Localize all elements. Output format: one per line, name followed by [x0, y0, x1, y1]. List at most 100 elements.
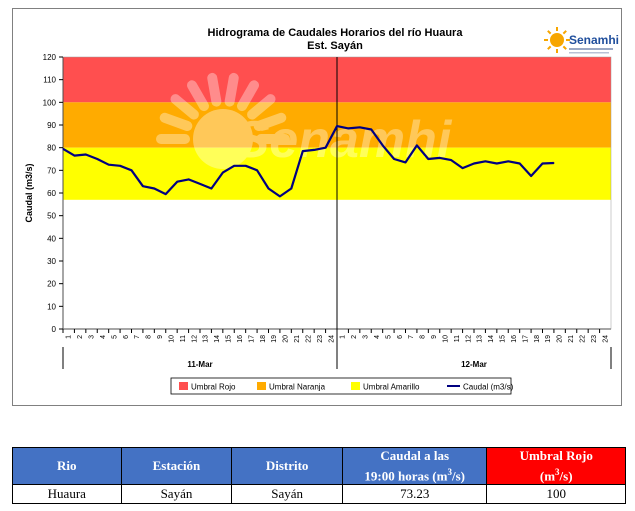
x-tick-label: 20: [283, 335, 290, 343]
y-tick-label: 40: [47, 234, 56, 243]
x-tick-label: 18: [260, 335, 267, 343]
x-tick-label: 15: [500, 335, 507, 343]
x-tick-label: 18: [534, 335, 541, 343]
logo-text: Senamhi: [569, 33, 619, 47]
x-tick-label: 7: [408, 335, 415, 339]
series-point: [313, 149, 315, 151]
watermark-ray: [170, 94, 199, 120]
x-tick-label: 8: [420, 335, 427, 339]
day-label: 12-Mar: [461, 360, 487, 369]
series-point: [496, 162, 498, 165]
senamhi-watermark: Senamhi: [156, 72, 453, 169]
legend-swatch-2: [351, 382, 360, 390]
x-tick-label: 1: [340, 335, 347, 339]
series-point: [233, 165, 235, 167]
chart-subtitle: Est. Sayán: [307, 40, 363, 52]
series-point: [165, 193, 167, 195]
x-tick-label: 3: [89, 335, 96, 339]
watermark-ray: [247, 94, 276, 120]
x-tick-label: 7: [134, 335, 141, 339]
y-tick-label: 70: [47, 166, 56, 175]
series-point: [519, 162, 521, 165]
series-point: [62, 148, 64, 150]
watermark-sun-icon: [193, 109, 253, 169]
series-point: [199, 183, 201, 185]
series-point: [108, 164, 110, 166]
series-point: [347, 127, 349, 129]
legend-label-2: Umbral Amarillo: [363, 383, 420, 392]
series-point: [484, 160, 486, 162]
header-caudal-line1: Caudal a las: [380, 448, 450, 463]
cell-distrito: Sayán: [231, 484, 343, 505]
x-tick-label: 24: [602, 335, 609, 343]
series-point: [130, 169, 133, 171]
x-tick-label: 6: [397, 335, 404, 339]
y-tick-label: 0: [52, 325, 57, 334]
x-tick-label: 13: [203, 335, 210, 343]
logo-sun-icon: [550, 33, 564, 47]
legend-label-3: Caudal (m3/s): [463, 383, 514, 392]
x-tick-label: 3: [363, 335, 370, 339]
series-point: [336, 125, 338, 127]
x-tick-label: 24: [328, 335, 335, 343]
series-point: [370, 128, 372, 131]
table-row: Huaura Sayán Sayán 73.23 100: [12, 484, 626, 505]
series-point: [210, 187, 212, 190]
y-tick-label: 80: [47, 144, 56, 153]
series-point: [427, 158, 429, 160]
x-tick-label: 8: [146, 335, 153, 339]
senamhi-logo: Senamhi: [544, 27, 619, 54]
x-tick-label: 10: [442, 335, 449, 343]
series-point: [530, 175, 532, 177]
watermark-text: Senamhi: [235, 111, 453, 169]
watermark-ray: [253, 112, 287, 132]
header-umbral-rojo: Umbral Rojo (m3/s): [486, 446, 626, 486]
logo-sun-ray: [562, 30, 567, 35]
day-label: 11-Mar: [187, 360, 212, 369]
x-tick-label: 5: [385, 335, 392, 339]
hydrograph-chart: Hidrograma de Caudales Horarios del río …: [24, 27, 619, 395]
logo-tagline-bar: [569, 48, 613, 50]
x-tick-label: 2: [77, 335, 84, 339]
series-point: [85, 153, 87, 156]
y-tick-label: 100: [43, 98, 57, 107]
x-tick-label: 21: [294, 335, 301, 343]
legend-label-1: Umbral Naranja: [269, 383, 326, 392]
watermark-ray: [237, 80, 259, 112]
y-tick-label: 90: [47, 121, 56, 130]
y-tick-label: 50: [47, 212, 56, 221]
x-tick-label: 23: [317, 335, 324, 343]
header-umbral-line2: (m3/s): [539, 467, 573, 484]
watermark-ray: [187, 80, 209, 112]
chart-frame: Hidrograma de Caudales Horarios del río …: [12, 8, 622, 406]
header-caudal-line2: 19:00 horas (m3/s): [364, 467, 465, 484]
x-tick-label: 17: [522, 335, 529, 343]
table-header-row: Rio Estación Distrito Caudal a las 19:00…: [12, 446, 626, 486]
series-point: [188, 178, 190, 180]
x-tick-label: 4: [374, 335, 381, 339]
y-tick-label: 20: [47, 280, 56, 289]
series-point: [416, 144, 418, 146]
x-tick-label: 9: [431, 335, 438, 339]
series-point: [541, 162, 544, 165]
legend-label-0: Umbral Rojo: [191, 383, 236, 392]
y-tick-label: 10: [47, 302, 56, 311]
x-tick-label: 20: [557, 335, 564, 343]
series-point: [473, 162, 475, 165]
series-point: [142, 185, 144, 187]
series-point: [404, 161, 407, 163]
x-tick-label: 16: [511, 335, 518, 343]
x-tick-label: 22: [305, 335, 312, 343]
x-tick-label: 19: [545, 335, 552, 343]
header-distrito: Distrito: [231, 446, 343, 486]
series-point: [267, 187, 270, 190]
cell-rio: Huaura: [12, 484, 122, 505]
watermark-ray: [207, 72, 222, 107]
series-point: [302, 150, 304, 152]
summary-table: Rio Estación Distrito Caudal a las 19:00…: [12, 446, 626, 505]
y-tick-label: 30: [47, 257, 56, 266]
legend-box: [170, 377, 512, 395]
x-tick-label: 23: [591, 335, 598, 343]
cell-estacion: Sayán: [120, 484, 233, 505]
y-tick-label: 110: [43, 76, 56, 85]
